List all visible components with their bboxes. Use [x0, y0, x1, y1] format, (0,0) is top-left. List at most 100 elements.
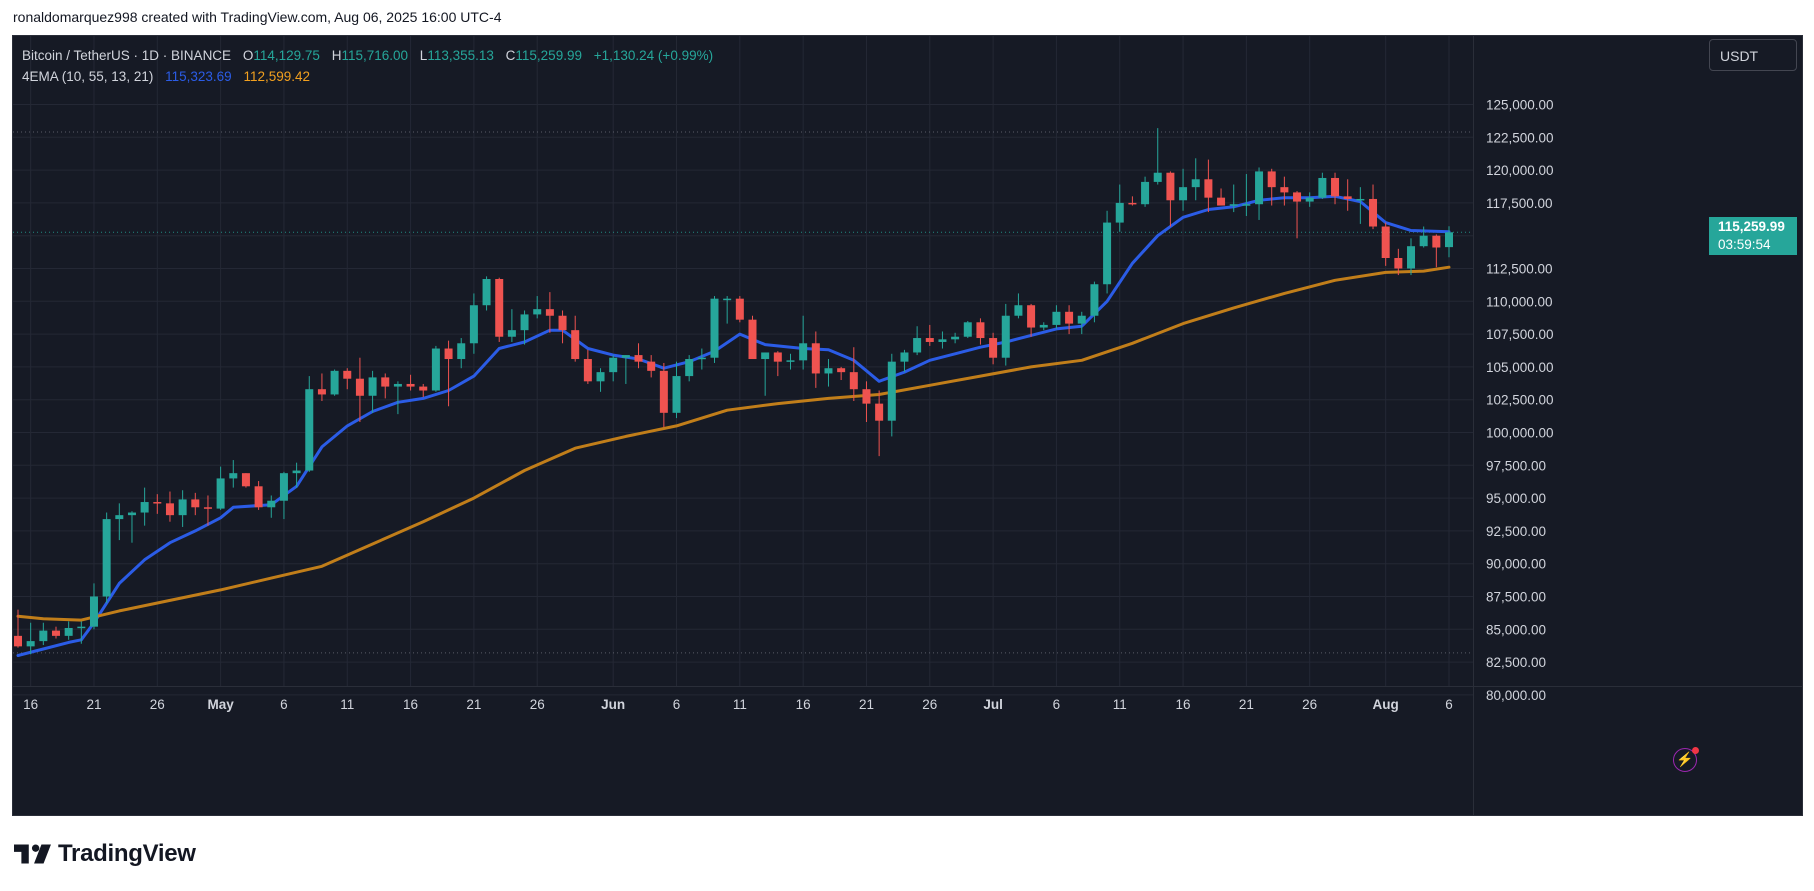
x-tick-label: 6 [280, 697, 288, 712]
candle-body [393, 383, 402, 387]
last-price-value: 115,259.99 [1718, 219, 1785, 234]
candle-body [1027, 305, 1036, 328]
candle-body [1090, 284, 1099, 316]
candle-body [596, 372, 605, 382]
candle-body [229, 473, 238, 479]
candle-body [457, 343, 466, 360]
chart-panel[interactable]: 80,000.00 82,500.00 85,000.00 87,500.00 90,0… [12, 35, 1803, 816]
close-value: 115,259.99 [515, 48, 582, 63]
x-tick-label: 21 [86, 697, 101, 712]
candle-body [824, 368, 833, 374]
candle-body [558, 315, 567, 331]
y-tick-label: 80,000.00 [1486, 688, 1546, 703]
x-tick-label: 16 [1176, 697, 1191, 712]
candle-body [571, 330, 580, 360]
close-label: C [505, 48, 516, 63]
x-tick-label: 6 [1445, 697, 1453, 712]
y-tick-label: 107,500.00 [1486, 327, 1554, 342]
y-tick-label: 125,000.00 [1486, 98, 1554, 113]
y-tick-label: 87,500.00 [1486, 590, 1546, 605]
candle-body [51, 630, 60, 636]
candle-body [305, 389, 314, 471]
candlestick-chart[interactable]: 80,000.00 82,500.00 85,000.00 87,500.00 90,0… [13, 36, 1802, 815]
candle-body [77, 626, 86, 629]
candle-body [1077, 315, 1086, 324]
candle-body [862, 389, 871, 404]
candle-body [697, 357, 706, 360]
x-tick-label: 16 [23, 697, 38, 712]
ohlc-legend-row: Bitcoin / TetherUS · 1D · BINANCE O114,1… [22, 45, 713, 66]
candle-body [938, 339, 947, 342]
candle-body [1217, 197, 1226, 206]
candle-body [1318, 177, 1327, 198]
candle-body [647, 361, 656, 371]
candle-body [482, 278, 491, 306]
candle-body [735, 298, 744, 320]
y-tick-label: 82,500.00 [1486, 655, 1546, 670]
x-tick-label: 11 [733, 697, 747, 712]
x-tick-label: 16 [796, 697, 811, 712]
candle-body [39, 630, 48, 642]
candle-body [672, 376, 681, 413]
candle-body [26, 641, 35, 647]
candle-body [1229, 204, 1238, 206]
high-value: 115,716.00 [341, 48, 409, 63]
y-tick-label: 95,000.00 [1486, 491, 1546, 506]
candle-body [431, 348, 440, 391]
candle-body [165, 503, 174, 516]
x-tick-label: 6 [673, 697, 681, 712]
candle-body [1280, 187, 1289, 193]
y-tick-label: 100,000.00 [1486, 426, 1554, 441]
attribution-text: ronaldomarquez998 created with TradingVi… [13, 9, 502, 25]
candle-body [102, 519, 111, 597]
x-tick-label: 21 [466, 697, 481, 712]
ema-fast-value: 115,323.69 [165, 69, 232, 84]
candle-body [419, 386, 428, 391]
symbol-title[interactable]: Bitcoin / TetherUS · 1D · BINANCE [22, 48, 232, 63]
candle-body [368, 377, 377, 396]
candle-body [989, 338, 998, 358]
candle-body [748, 319, 757, 360]
candle-body [343, 370, 352, 379]
lightning-icon[interactable]: ⚡ [1673, 747, 1699, 772]
currency-button[interactable]: USDT [1709, 39, 1797, 71]
brand-name: TradingView [58, 840, 196, 867]
x-tick-label: 26 [922, 697, 937, 712]
candle-body [951, 336, 960, 340]
candle-body [1179, 187, 1188, 201]
candle-body [381, 377, 390, 387]
candle-body [1343, 196, 1352, 199]
candle-body [1445, 232, 1453, 248]
ema-line [16, 265, 1451, 622]
low-value: 113,355.13 [427, 48, 494, 63]
candle-body [444, 348, 453, 360]
candle-body [191, 499, 200, 508]
candle-body [1419, 235, 1428, 247]
x-tick-label: Jun [601, 697, 625, 712]
candle-body [355, 378, 364, 396]
x-tick-label: 26 [530, 697, 545, 712]
indicator-name[interactable]: 4EMA (10, 55, 13, 21) [22, 69, 154, 84]
candle-body [1255, 171, 1264, 205]
candle-body [330, 370, 339, 395]
tradingview-logo-icon [14, 844, 51, 864]
candle-body [178, 499, 187, 516]
candle-body [634, 355, 643, 362]
candle-body [621, 355, 630, 358]
candle-body [925, 338, 934, 342]
candle-body [773, 352, 782, 362]
y-tick-label: 112,500.00 [1486, 262, 1553, 277]
x-tick-label: Jul [983, 697, 1003, 712]
candle-body [887, 361, 896, 421]
candle-body [127, 512, 136, 516]
y-tick-label: 110,000.00 [1486, 294, 1553, 309]
candle-body [545, 309, 554, 316]
indicator-legend-row[interactable]: 4EMA (10, 55, 13, 21) 115,323.69 112,599… [22, 66, 713, 87]
candle-body [520, 314, 529, 331]
x-tick-label: May [207, 697, 234, 712]
candle-body [533, 309, 542, 315]
candle-body [849, 372, 858, 390]
x-tick-label: 21 [859, 697, 874, 712]
x-tick-label: Aug [1373, 697, 1399, 712]
candle-body [1381, 226, 1390, 259]
